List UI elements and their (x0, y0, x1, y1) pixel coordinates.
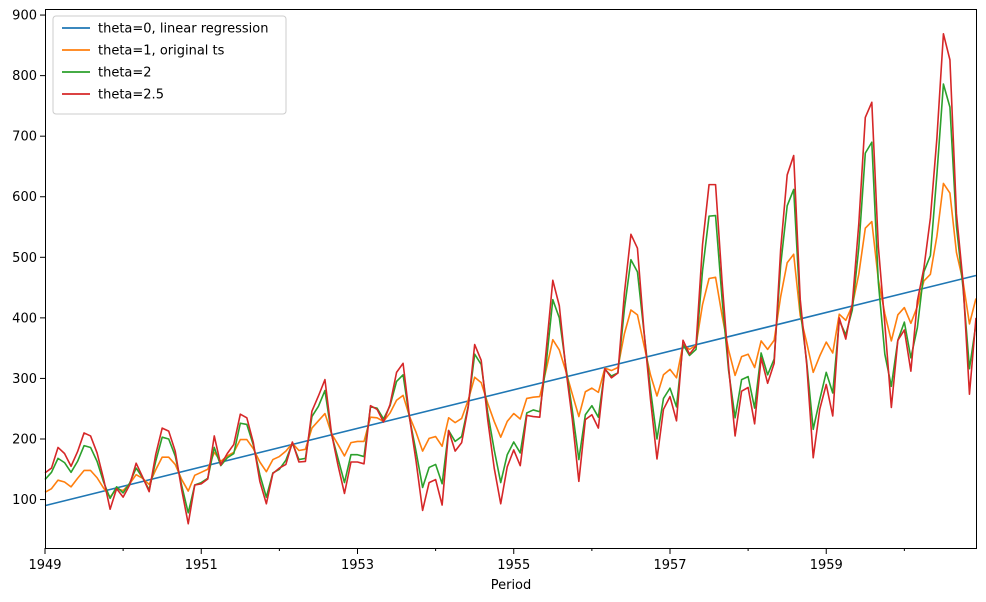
x-tick-label: 1957 (653, 558, 686, 573)
y-axis: 100 200 300 400 500 600 700 800 900 (12, 9, 45, 508)
x-axis-label: Period (491, 578, 532, 593)
y-tick-label: 400 (12, 311, 37, 326)
legend-label: theta=2 (98, 66, 152, 81)
y-tick-label: 800 (12, 69, 37, 84)
legend-label: theta=1, original ts (98, 44, 225, 59)
y-tick-label: 300 (12, 372, 37, 387)
series-lines (44, 33, 977, 525)
series-line-4 (44, 33, 977, 525)
plot-frame (45, 9, 977, 549)
y-tick-label: 500 (12, 251, 37, 266)
y-tick-label: 200 (12, 432, 37, 447)
x-tick-label: 1955 (497, 558, 530, 573)
legend-label: theta=0, linear regression (98, 22, 268, 37)
series-line-3 (44, 83, 977, 514)
series-line-2 (44, 182, 977, 498)
x-tick-label: 1959 (810, 558, 843, 573)
legend-box (52, 15, 287, 115)
legend: theta=0, linear regression theta=1, origi… (52, 15, 287, 115)
y-tick-label: 900 (12, 9, 37, 24)
x-tick-label: 1949 (28, 558, 61, 573)
y-tick-label: 100 (12, 493, 37, 508)
y-tick-label: 600 (12, 190, 37, 205)
y-tick-label: 700 (12, 130, 37, 145)
legend-label: theta=2.5 (98, 88, 164, 103)
series-line-1 (44, 274, 977, 507)
x-axis: 1949 1951 1953 1955 1957 1959 (28, 548, 905, 573)
x-tick-label: 1953 (341, 558, 374, 573)
x-tick-label: 1951 (185, 558, 218, 573)
